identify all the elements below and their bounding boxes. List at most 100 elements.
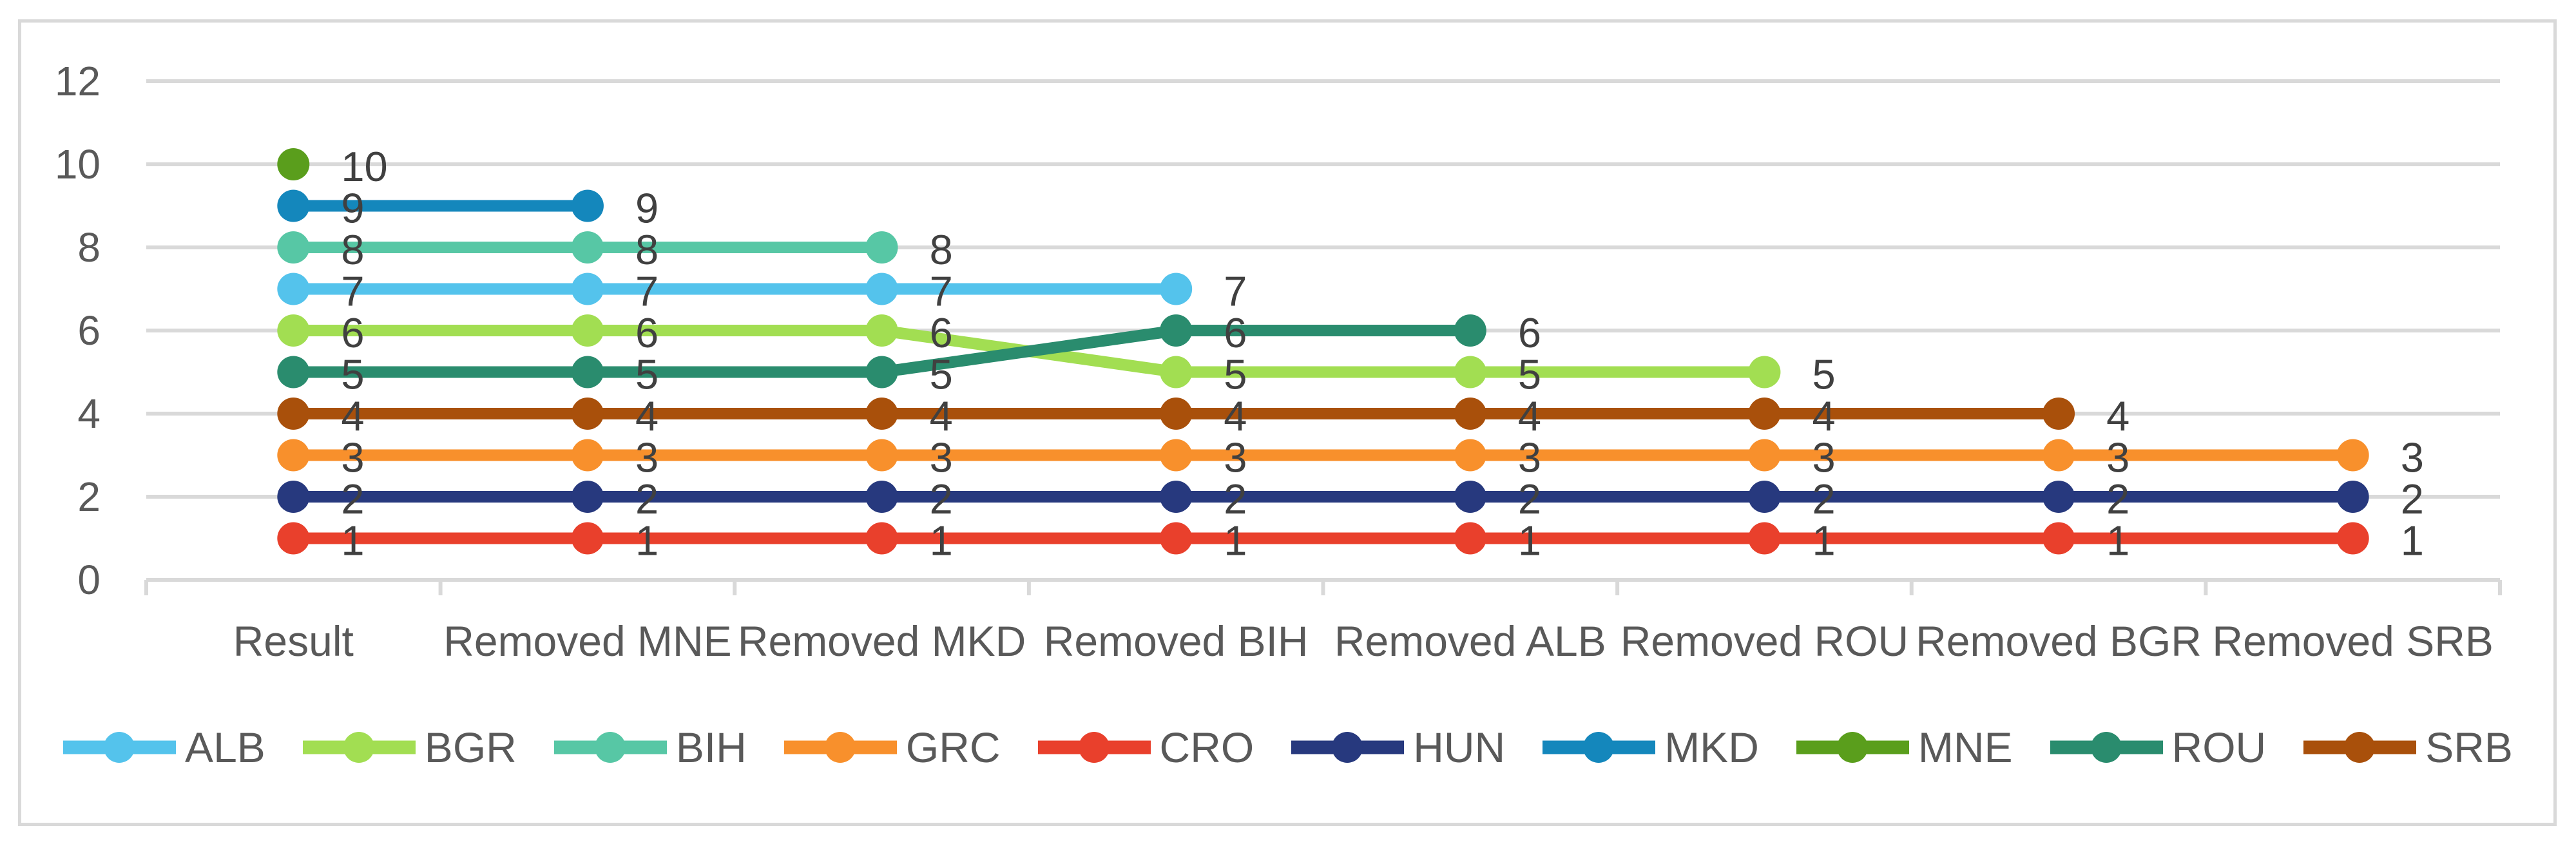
- data-point-ROU: [1160, 314, 1193, 347]
- chart-legend: ALB BGR BIH GRC CRO HUN MKD MNE ROU SRB: [0, 723, 2576, 772]
- data-point-ROU: [277, 356, 310, 388]
- legend-item-ROU: ROU: [2050, 726, 2266, 769]
- legend-marker-SRB: [2303, 732, 2417, 763]
- legend-marker-dot: [1583, 732, 1615, 763]
- legend-marker-dot: [343, 732, 374, 763]
- data-label-HUN: 2: [635, 475, 658, 523]
- data-label-ROU: 5: [930, 351, 953, 398]
- data-label-GRC: 3: [341, 434, 364, 481]
- legend-label-SRB: SRB: [2425, 724, 2513, 771]
- data-label-CRO: 1: [1224, 517, 1247, 564]
- x-axis-category-label: Removed MNE: [443, 617, 731, 665]
- x-axis-labels-group: Result Removed MNE Removed MKD Removed BIH R…: [233, 617, 2494, 665]
- data-point-SRB: [1454, 398, 1486, 430]
- series-MKD: [277, 189, 604, 222]
- x-axis-category-label: Removed SRB: [2212, 617, 2494, 665]
- y-axis-tick-label: 0: [77, 557, 101, 603]
- data-point-HUN: [1160, 481, 1193, 513]
- legend-marker-MKD: [1543, 732, 1656, 763]
- data-point-CRO: [2336, 522, 2369, 555]
- data-point-MNE: [277, 148, 310, 180]
- data-point-ALB: [865, 273, 898, 305]
- data-point-BIH: [571, 231, 604, 264]
- data-label-GRC: 3: [2106, 434, 2129, 481]
- data-point-SRB: [1160, 398, 1193, 430]
- data-label-SRB: 4: [341, 392, 364, 439]
- data-point-CRO: [865, 522, 898, 555]
- legend-marker-dot: [1836, 732, 1868, 763]
- legend-label-GRC: GRC: [905, 724, 1001, 771]
- data-label-BGR: 5: [1224, 351, 1247, 398]
- data-label-CRO: 1: [1812, 517, 1835, 564]
- data-label-BGR: 5: [1812, 351, 1835, 398]
- data-point-ROU: [1454, 314, 1486, 347]
- legend-marker-dot: [824, 732, 856, 763]
- legend-marker-BIH: [553, 732, 667, 763]
- data-label-ROU: 6: [1224, 309, 1247, 356]
- data-label-GRC: 3: [2401, 434, 2424, 481]
- data-point-HUN: [2336, 481, 2369, 513]
- x-axis-ticks-group: [144, 580, 2502, 595]
- data-point-HUN: [571, 481, 604, 513]
- legend-item-MNE: MNE: [1796, 726, 2013, 769]
- legend-marker-MNE: [1796, 732, 1909, 763]
- legend-label-MNE: MNE: [1918, 724, 2013, 771]
- series-BIH: [277, 231, 898, 264]
- legend-label-ALB: ALB: [185, 724, 265, 771]
- legend-marker-BGR: [302, 732, 416, 763]
- data-label-MNE: 10: [341, 143, 387, 190]
- data-label-BGR: 6: [341, 309, 364, 356]
- data-labels-group: 7 7 7 76 6 65 5 58 8 83 3 3 3 3 3 3 31 1 1 1 1 1 1 12 2 2 2 2 2 2 29 91…: [341, 143, 2424, 564]
- data-label-GRC: 3: [1518, 434, 1541, 481]
- data-point-HUN: [865, 481, 898, 513]
- data-label-HUN: 2: [930, 475, 953, 523]
- data-label-BGR: 6: [930, 309, 953, 356]
- data-label-ALB: 7: [635, 268, 658, 315]
- data-label-ROU: 5: [635, 351, 658, 398]
- legend-marker-CRO: [1037, 732, 1151, 763]
- data-label-GRC: 3: [635, 434, 658, 481]
- data-label-ALB: 7: [341, 268, 364, 315]
- legend-label-BGR: BGR: [424, 724, 517, 771]
- legend-label-HUN: HUN: [1413, 724, 1506, 771]
- data-point-CRO: [277, 522, 310, 555]
- data-label-ROU: 5: [341, 351, 364, 398]
- series-ROU: [277, 314, 1486, 388]
- data-point-BGR: [571, 314, 604, 347]
- data-point-GRC: [865, 439, 898, 472]
- data-point-CRO: [1454, 522, 1486, 555]
- series-GRC: [277, 439, 2369, 472]
- data-label-CRO: 1: [2106, 517, 2129, 564]
- data-point-BGR: [865, 314, 898, 347]
- data-label-GRC: 3: [930, 434, 953, 481]
- data-label-BIH: 8: [341, 226, 364, 273]
- data-label-SRB: 4: [1812, 392, 1835, 439]
- data-label-MKD: 9: [635, 185, 658, 232]
- data-label-BIH: 8: [635, 226, 658, 273]
- legend-marker-HUN: [1291, 732, 1405, 763]
- data-point-SRB: [1748, 398, 1781, 430]
- data-point-HUN: [2043, 481, 2075, 513]
- legend-item-SRB: SRB: [2303, 726, 2513, 769]
- legend-marker-dot: [104, 732, 135, 763]
- x-axis-category-label: Removed ALB: [1334, 617, 1606, 665]
- legend-marker-ROU: [2050, 732, 2163, 763]
- data-label-CRO: 1: [1518, 517, 1541, 564]
- legend-marker-dot: [2090, 732, 2122, 763]
- legend-item-ALB: ALB: [63, 726, 265, 769]
- data-label-BGR: 5: [1518, 351, 1541, 398]
- data-label-CRO: 1: [930, 517, 953, 564]
- series-SRB: [277, 398, 2075, 430]
- y-axis-labels-group: 0 2 4 6 8 10 12: [55, 58, 101, 603]
- data-point-GRC: [1454, 439, 1486, 472]
- data-point-SRB: [277, 398, 310, 430]
- data-point-GRC: [277, 439, 310, 472]
- data-label-BIH: 8: [930, 226, 953, 273]
- series-HUN: [277, 481, 2369, 513]
- data-label-SRB: 4: [635, 392, 658, 439]
- data-label-HUN: 2: [1812, 475, 1835, 523]
- data-label-HUN: 2: [2401, 475, 2424, 523]
- legend-marker-dot: [1332, 732, 1363, 763]
- data-label-HUN: 2: [1518, 475, 1541, 523]
- series-ALB: [277, 273, 1193, 305]
